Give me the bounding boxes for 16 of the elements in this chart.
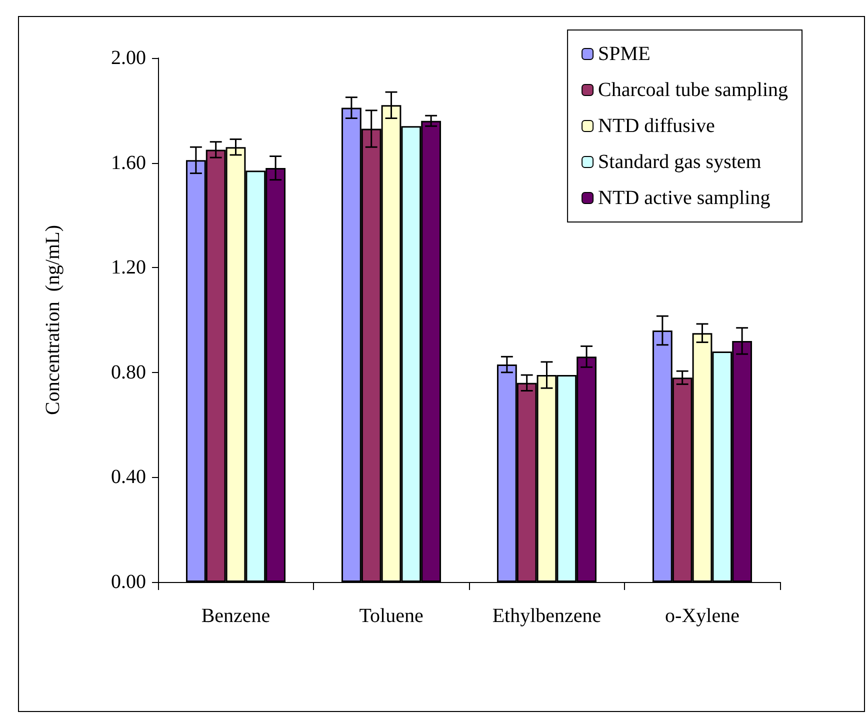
x-tick-label: o-Xylene (665, 605, 740, 627)
y-axis-title: Concentration (ng/mL) (42, 225, 64, 415)
y-tick-label: 2.00 (111, 47, 146, 69)
y-tick-label: 1.20 (111, 256, 146, 279)
y-tick-label: 0.00 (111, 571, 146, 593)
legend-label: SPME (598, 43, 650, 65)
legend-label: NTD active sampling (598, 187, 770, 209)
x-tick-label: Benzene (201, 605, 270, 627)
y-tick-label: 0.80 (111, 361, 146, 384)
x-tick-label: Ethylbenzene (492, 605, 602, 627)
legend-label: NTD diffusive (598, 115, 716, 137)
x-tick-label: Toluene (359, 605, 424, 627)
y-tick-label: 0.40 (111, 466, 146, 488)
legend-label: Standard gas system (598, 151, 762, 173)
y-tick-label: 1.60 (111, 152, 146, 174)
legend-label: Charcoal tube sampling (598, 79, 788, 101)
